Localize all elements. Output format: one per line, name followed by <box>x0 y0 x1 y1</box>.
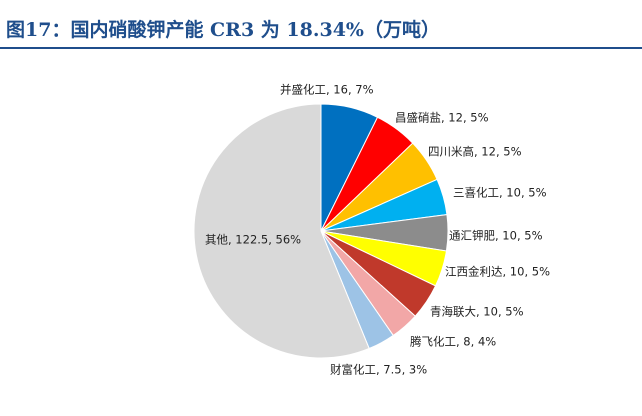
chart-title: 图17：国内硝酸钾产能 CR3 为 18.34%（万吨） <box>6 18 440 41</box>
slice-label: 通汇钾肥, 10, 5% <box>449 229 543 243</box>
slice-label: 四川米高, 12, 5% <box>428 145 522 159</box>
slice-label: 青海联大, 10, 5% <box>430 305 524 319</box>
slice-label: 其他, 122.5, 56% <box>205 233 301 247</box>
slice-label: 并盛化工, 16, 7% <box>280 83 374 97</box>
slice-label: 腾飞化工, 8, 4% <box>410 335 496 349</box>
slice-label: 三喜化工, 10, 5% <box>453 186 547 200</box>
slice-label: 财富化工, 7.5, 3% <box>330 363 427 377</box>
slice-label: 昌盛硝盐, 12, 5% <box>395 111 489 125</box>
slice-label: 江西金利达, 10, 5% <box>445 265 550 279</box>
pie-slice <box>193 103 370 359</box>
